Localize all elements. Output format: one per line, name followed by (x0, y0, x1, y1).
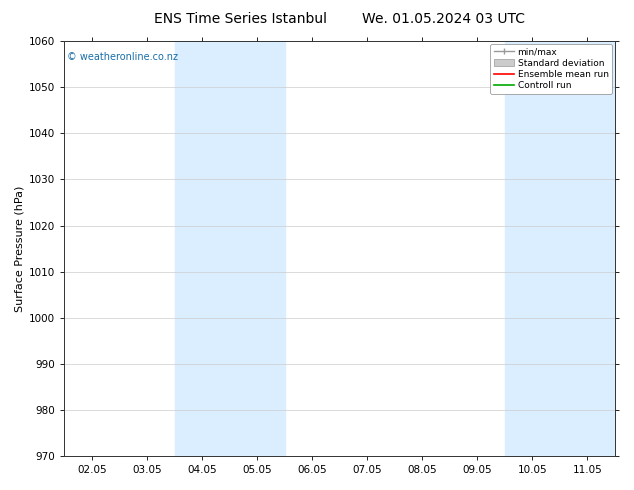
Legend: min/max, Standard deviation, Ensemble mean run, Controll run: min/max, Standard deviation, Ensemble me… (491, 44, 612, 94)
Bar (174, 41, 285, 456)
Text: ENS Time Series Istanbul: ENS Time Series Istanbul (155, 12, 327, 26)
Y-axis label: Surface Pressure (hPa): Surface Pressure (hPa) (15, 185, 25, 312)
Text: We. 01.05.2024 03 UTC: We. 01.05.2024 03 UTC (362, 12, 526, 26)
Bar (505, 41, 615, 456)
Text: © weatheronline.co.nz: © weatheronline.co.nz (67, 51, 178, 62)
